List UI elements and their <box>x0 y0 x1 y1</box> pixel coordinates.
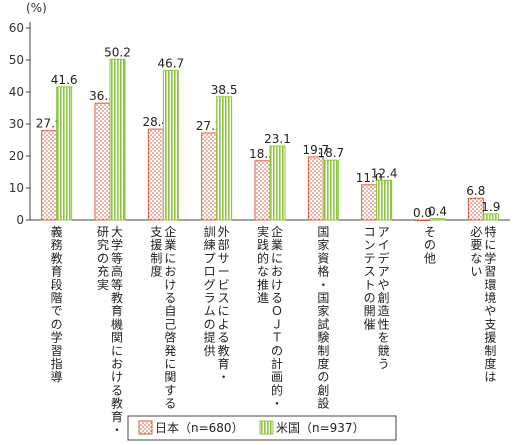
category-label-0-0: 義務教育段階での学習指導 <box>51 224 63 384</box>
data-label-japan-8: 6.8 <box>466 184 485 198</box>
category-label-8-0: 特に学習環境や支援制度は <box>484 224 496 384</box>
bar-japan-1 <box>94 102 111 221</box>
y-tick-label: 10 <box>9 181 24 195</box>
data-label-us-2: 46.7 <box>157 57 184 71</box>
x-axis-labels: 義務教育段階での学習指導 大学等高等教育機関における教育・研究の充実 企業における自… <box>51 224 497 437</box>
data-label-japan-2: 28.4 <box>142 115 169 129</box>
category-label-6-0: アイデアや創造性を競う <box>378 225 390 371</box>
bar-us-5 <box>322 159 339 221</box>
category-label-5-0: 国家資格・国家試験制度の創設 <box>317 225 329 411</box>
bar-japan-8 <box>467 197 484 221</box>
data-label-us-4: 23.1 <box>264 132 291 146</box>
data-label-us-5: 18.7 <box>317 146 344 160</box>
data-label-japan-3: 27.2 <box>196 119 223 133</box>
bar-us-0 <box>56 86 73 221</box>
bar-japan-3 <box>201 132 218 221</box>
data-label-us-1: 50.2 <box>104 45 131 59</box>
data-label-us-6: 12.4 <box>371 166 398 180</box>
bar-japan-7 <box>414 219 431 221</box>
category-label-1-1: 研究の充実 <box>97 225 109 292</box>
y-tick-label: 50 <box>9 53 24 67</box>
bar-japan-2 <box>147 128 164 221</box>
bar-us-7 <box>429 218 446 221</box>
bar-us-1 <box>109 58 126 221</box>
category-label-1-0: 大学等高等教育機関における教育・ <box>111 225 123 437</box>
bars-group: 27.9 41.6 36.5 50.2 28.4 46.7 27.2 38.5 18.523.1… <box>36 45 500 221</box>
y-tick-label: 40 <box>9 85 24 99</box>
bar-us-2 <box>162 70 179 221</box>
legend: 日本（n=680） 米国（n=937） <box>127 415 397 441</box>
legend-label-us: 米国（n=937） <box>276 421 365 435</box>
category-label-7-0: その他 <box>424 225 436 265</box>
data-label-us-8: 1.9 <box>481 200 500 214</box>
legend-swatch-us <box>259 420 274 435</box>
data-label-us-7: 0.4 <box>428 205 447 219</box>
category-label-2-1: 支援制度 <box>150 225 162 279</box>
bar-us-6 <box>376 179 393 221</box>
data-label-japan-4: 18.5 <box>249 147 276 161</box>
category-label-4-0: 企業におけるＯＪＴの計画的・ <box>271 224 283 411</box>
bar-japan-5 <box>307 156 324 221</box>
category-label-2-0: 企業における自己啓発に関する <box>164 224 176 411</box>
bar-japan-4 <box>254 160 271 221</box>
y-tick-label: 60 <box>9 21 24 35</box>
data-label-japan-5: 19.7 <box>302 143 329 157</box>
data-label-us-0: 41.6 <box>51 73 78 87</box>
data-label-japan-6: 11.0 <box>356 171 383 185</box>
unit-label: (%) <box>26 1 47 15</box>
category-label-4-1: 実践的な推進 <box>257 224 269 305</box>
category-label-3-0: 外部サービスによる教育・ <box>218 225 230 384</box>
category-label-6-1: コンテストの開催 <box>364 225 376 331</box>
data-label-japan-0: 27.9 <box>36 117 63 131</box>
data-label-us-3: 38.5 <box>211 83 238 97</box>
y-tick-label: 0 <box>16 213 24 227</box>
legend-swatch-japan <box>138 420 153 435</box>
y-tick-label: 20 <box>9 149 24 163</box>
category-label-3-1: 訓練プログラムの提供 <box>204 224 216 358</box>
bar-japan-6 <box>361 184 378 221</box>
legend-label-japan: 日本（n=680） <box>155 421 244 435</box>
bar-us-8 <box>482 213 499 221</box>
data-label-japan-7: 0.0 <box>413 206 432 220</box>
data-label-japan-1: 36.5 <box>89 89 116 103</box>
category-label-8-1: 必要ない <box>470 225 482 279</box>
y-tick-label: 30 <box>9 117 24 131</box>
bar-us-4 <box>269 145 286 221</box>
bar-us-3 <box>216 96 233 221</box>
bar-japan-0 <box>41 130 58 221</box>
